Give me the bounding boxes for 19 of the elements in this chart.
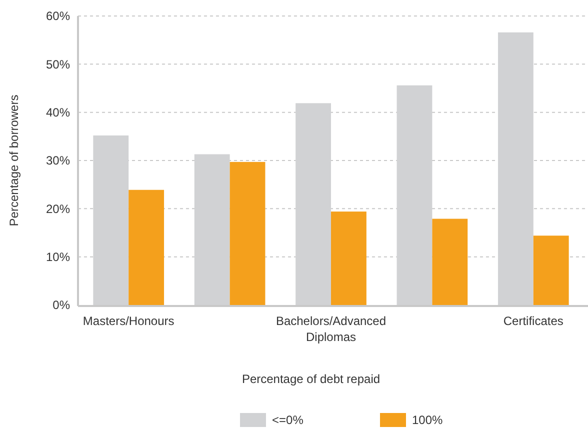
y-tick-label: 10% [46, 250, 70, 264]
legend-title: Percentage of debt repaid [242, 372, 380, 386]
y-tick-label: 50% [46, 57, 70, 72]
y-tick-label: 0% [52, 298, 70, 312]
bar [533, 236, 569, 305]
x-tick-label: Bachelors/Advanced Diplomas [276, 314, 386, 344]
x-tick-label: Certificates [503, 314, 564, 328]
bar [230, 162, 266, 305]
x-tick-label: Masters/Honours [82, 314, 174, 328]
y-axis-title: Percentage of borrowers [7, 94, 21, 226]
legend-label: <=0% [272, 413, 304, 428]
legend-label: 100% [412, 413, 444, 428]
bar [331, 212, 366, 305]
y-tick-label: 60% [46, 9, 70, 24]
y-tick-label: 30% [46, 154, 70, 168]
y-tick-label: 20% [46, 202, 70, 216]
bar [128, 190, 164, 305]
bar [432, 218, 468, 305]
y-tick-label: 40% [46, 106, 70, 120]
